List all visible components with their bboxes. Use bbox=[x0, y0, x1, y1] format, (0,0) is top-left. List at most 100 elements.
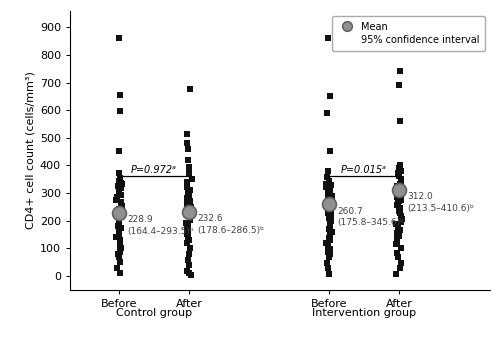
Point bbox=[183, 179, 191, 185]
Point bbox=[392, 235, 400, 241]
Point bbox=[186, 245, 194, 251]
Point bbox=[184, 228, 192, 234]
Point bbox=[324, 235, 332, 241]
Point bbox=[396, 193, 404, 198]
Point bbox=[326, 237, 334, 243]
Point bbox=[396, 211, 404, 216]
Point bbox=[116, 237, 124, 243]
Point bbox=[324, 195, 332, 201]
Point bbox=[188, 272, 196, 278]
Point bbox=[112, 196, 120, 202]
Point bbox=[392, 202, 400, 208]
Point bbox=[187, 204, 195, 210]
Point bbox=[113, 208, 121, 214]
Point bbox=[394, 165, 402, 171]
Point bbox=[114, 178, 122, 184]
Point bbox=[393, 189, 401, 194]
Point bbox=[183, 195, 191, 201]
Point bbox=[115, 217, 123, 223]
Point bbox=[325, 227, 333, 232]
Point bbox=[184, 146, 192, 151]
Point bbox=[184, 237, 192, 243]
Point bbox=[188, 212, 196, 218]
Point bbox=[182, 240, 190, 246]
Point bbox=[118, 203, 126, 209]
Text: P=0.972ᵃ: P=0.972ᵃ bbox=[131, 165, 177, 175]
Text: P=0.015ᵃ: P=0.015ᵃ bbox=[341, 165, 387, 175]
Point bbox=[114, 254, 122, 260]
Point bbox=[186, 198, 194, 204]
Point bbox=[327, 212, 335, 218]
Point bbox=[324, 169, 332, 174]
Point bbox=[395, 233, 403, 239]
Point bbox=[397, 219, 405, 224]
Point bbox=[398, 260, 406, 265]
Point bbox=[114, 183, 122, 189]
Point bbox=[186, 270, 194, 276]
Point bbox=[326, 196, 334, 202]
Point bbox=[184, 201, 192, 207]
Text: 232.6
(178.6–286.5)ᵇ: 232.6 (178.6–286.5)ᵇ bbox=[198, 214, 264, 235]
Point bbox=[326, 199, 334, 205]
Point bbox=[117, 180, 125, 186]
Point bbox=[324, 210, 332, 216]
Point bbox=[322, 181, 330, 186]
Point bbox=[118, 193, 126, 198]
Point bbox=[326, 178, 334, 184]
Point bbox=[185, 192, 193, 198]
Point bbox=[114, 170, 122, 176]
Point bbox=[324, 203, 332, 209]
Point bbox=[184, 193, 192, 199]
Point bbox=[396, 265, 404, 271]
Point bbox=[326, 224, 334, 230]
Point bbox=[326, 186, 334, 192]
Point bbox=[186, 164, 194, 170]
Point bbox=[326, 215, 334, 221]
Point bbox=[392, 222, 400, 227]
Point bbox=[395, 187, 403, 193]
Point bbox=[116, 108, 124, 114]
Text: Intervention group: Intervention group bbox=[312, 308, 416, 317]
Point bbox=[183, 199, 191, 205]
Point bbox=[326, 232, 334, 238]
Point bbox=[118, 214, 126, 220]
Point bbox=[396, 245, 404, 251]
Point bbox=[116, 148, 124, 154]
Point bbox=[322, 184, 330, 190]
Point bbox=[185, 262, 193, 268]
Point bbox=[182, 268, 190, 274]
Point bbox=[393, 230, 401, 236]
Point bbox=[392, 271, 400, 277]
Point bbox=[116, 259, 124, 265]
Point bbox=[182, 208, 190, 214]
Point bbox=[326, 198, 334, 203]
Point bbox=[396, 186, 404, 191]
Point bbox=[112, 194, 120, 200]
Point bbox=[327, 218, 335, 224]
Point bbox=[327, 209, 335, 214]
Point bbox=[112, 197, 120, 203]
Point bbox=[394, 173, 402, 179]
Point bbox=[186, 218, 194, 223]
Point bbox=[185, 209, 193, 215]
Point bbox=[393, 191, 401, 197]
Point bbox=[114, 220, 122, 226]
Point bbox=[115, 210, 123, 215]
Point bbox=[398, 187, 406, 193]
Y-axis label: CD4+ cell count (cells/mm³): CD4+ cell count (cells/mm³) bbox=[26, 71, 36, 229]
Point bbox=[396, 162, 404, 168]
Point bbox=[323, 174, 331, 180]
Point bbox=[324, 189, 332, 195]
Point bbox=[115, 206, 123, 212]
Point bbox=[116, 207, 124, 213]
Point bbox=[326, 206, 334, 212]
Point bbox=[326, 251, 334, 257]
Point bbox=[397, 213, 405, 219]
Point bbox=[393, 194, 401, 200]
Point bbox=[326, 246, 334, 252]
Point bbox=[116, 185, 124, 191]
Point bbox=[326, 221, 334, 227]
Point bbox=[394, 254, 402, 260]
Point bbox=[116, 200, 124, 206]
Point bbox=[183, 197, 191, 202]
